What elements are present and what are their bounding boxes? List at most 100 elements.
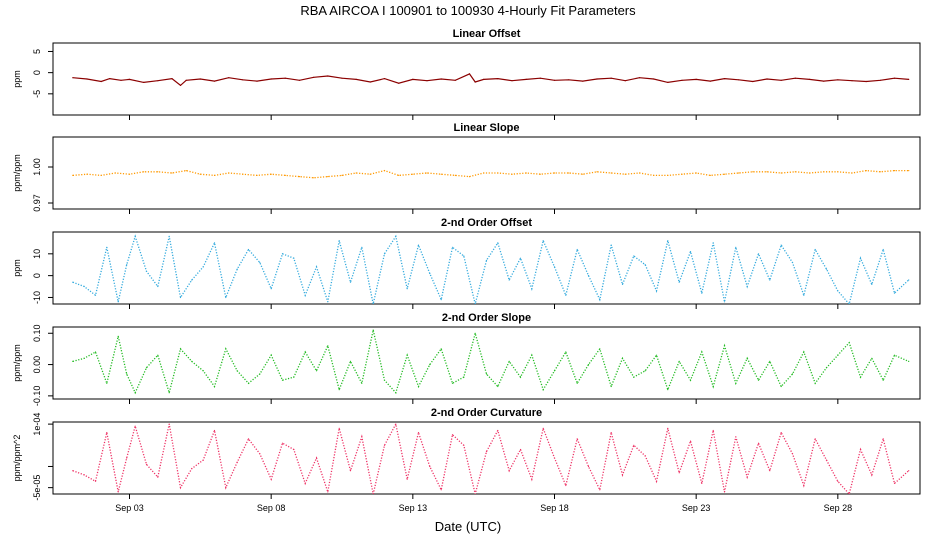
data-point xyxy=(825,459,828,461)
data-point xyxy=(508,470,510,472)
y-axis-label: ppm xyxy=(12,70,22,88)
data-point xyxy=(83,474,85,476)
data-point xyxy=(497,242,499,244)
data-point xyxy=(511,173,513,175)
data-point xyxy=(735,382,737,384)
data-point xyxy=(213,385,216,388)
y-tick-label: 0.10 xyxy=(32,324,42,342)
data-point xyxy=(270,478,272,480)
data-point xyxy=(134,425,136,427)
data-point xyxy=(525,78,527,80)
data-point xyxy=(213,242,216,244)
data-point xyxy=(157,476,159,478)
panel-5: 2-nd Order Curvature -5e-05 1e-04 ppm/ppm^2 xyxy=(12,407,921,501)
data-point xyxy=(361,436,363,438)
data-point xyxy=(848,493,850,494)
data-point xyxy=(202,370,204,372)
data-point xyxy=(825,367,828,369)
data-point xyxy=(191,468,193,470)
data-point xyxy=(327,301,329,303)
data-point xyxy=(723,491,726,493)
data-point xyxy=(808,172,811,174)
data-point xyxy=(126,264,128,266)
data-point xyxy=(361,246,363,248)
data-point xyxy=(454,79,456,81)
data-point xyxy=(871,283,873,285)
data-point xyxy=(191,279,193,281)
data-point xyxy=(848,303,850,304)
data-point xyxy=(463,376,465,378)
y-tick-label: 5 xyxy=(32,49,42,54)
data-point xyxy=(791,373,794,375)
data-point xyxy=(678,472,680,474)
y-tick-label: 10 xyxy=(32,249,42,259)
data-point xyxy=(298,79,301,81)
data-point xyxy=(497,78,499,80)
data-point xyxy=(701,292,703,294)
data-point xyxy=(349,281,352,283)
data-point xyxy=(837,480,839,482)
data-point xyxy=(179,348,182,350)
data-point xyxy=(738,79,740,81)
data-point xyxy=(633,255,635,257)
data-point xyxy=(511,80,513,82)
data-point xyxy=(106,246,108,248)
data-point xyxy=(100,80,102,83)
data-point xyxy=(814,248,816,251)
data-point xyxy=(638,172,641,174)
data-point xyxy=(837,79,839,81)
data-point xyxy=(769,360,771,362)
data-point xyxy=(72,360,74,362)
data-point xyxy=(126,457,128,459)
panel-frame xyxy=(52,136,921,210)
y-tick-label: -10 xyxy=(32,291,42,304)
data-point xyxy=(270,288,272,290)
data-point xyxy=(228,172,230,174)
data-point xyxy=(225,348,227,350)
data-point xyxy=(678,281,680,283)
data-point xyxy=(395,235,397,237)
data-point xyxy=(284,174,286,176)
data-point xyxy=(803,484,805,487)
data-point xyxy=(599,489,601,491)
data-point xyxy=(483,78,485,80)
data-point xyxy=(468,176,471,178)
data-point xyxy=(837,354,839,356)
data-point xyxy=(689,379,692,381)
data-point xyxy=(236,370,238,372)
data-point xyxy=(689,251,692,253)
panel-frame xyxy=(52,326,921,400)
data-point xyxy=(780,385,782,388)
y-axis-label: ppm/ppm xyxy=(12,344,22,382)
data-point xyxy=(803,294,805,296)
data-point xyxy=(236,268,238,270)
data-point xyxy=(599,299,601,301)
data-point xyxy=(281,379,284,381)
data-point xyxy=(610,244,612,246)
data-point xyxy=(701,351,703,353)
data-point xyxy=(485,451,488,453)
data-point xyxy=(553,457,556,459)
data-point xyxy=(712,429,714,432)
panel-title: 2-nd Order Slope xyxy=(442,312,531,324)
data-point xyxy=(667,389,669,391)
data-point xyxy=(587,465,590,468)
data-point xyxy=(865,80,867,83)
data-point xyxy=(576,438,578,440)
data-point xyxy=(519,448,522,451)
data-point xyxy=(653,78,655,80)
data-point xyxy=(723,78,726,80)
data-point xyxy=(485,373,488,375)
data-point xyxy=(72,174,74,176)
data-point xyxy=(633,444,635,446)
data-point xyxy=(610,172,612,174)
data-point xyxy=(341,77,343,79)
data-point xyxy=(412,78,414,80)
data-point xyxy=(624,80,626,82)
data-point xyxy=(86,78,88,80)
data-point xyxy=(398,82,400,84)
data-point xyxy=(531,478,533,480)
data-point xyxy=(638,77,641,79)
data-point xyxy=(474,81,476,83)
